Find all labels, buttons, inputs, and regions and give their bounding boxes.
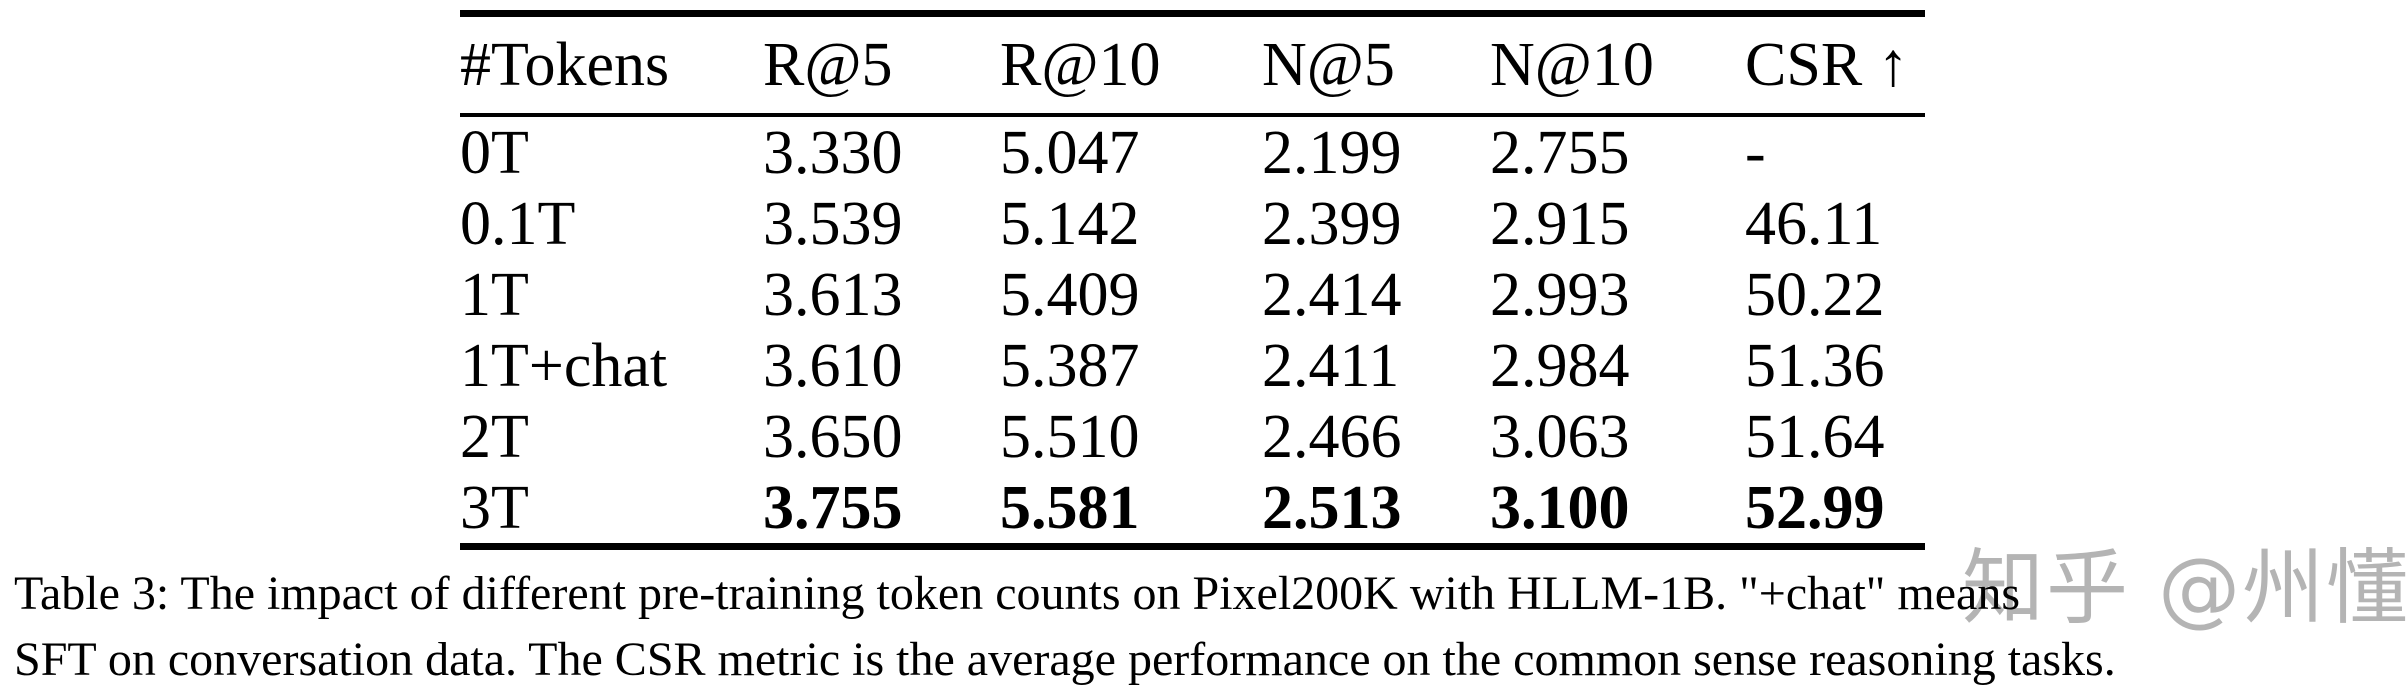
cell-value: 2.199 [1262,118,1402,187]
cell-value: 2.513 [1262,473,1402,542]
row-label: 2T [460,402,529,471]
cell-value: - [1745,118,1766,187]
table-row: 0.1T 3.539 5.142 2.399 2.915 46.11 [460,188,1925,259]
cell-value: 2.984 [1490,331,1630,400]
cell-value: 3.330 [763,118,903,187]
cell-value: 3.100 [1490,473,1630,542]
cell-value: 51.36 [1745,331,1885,400]
row-label: 0.1T [460,189,576,258]
table-body: 0T 3.330 5.047 2.199 2.755 - 0.1T 3.539 5.142 2.3… [460,117,1925,543]
cell-value: 2.915 [1490,189,1630,258]
cell-value: 3.755 [763,473,903,542]
cell-value: 2.993 [1490,260,1630,329]
cell-value: 3.613 [763,260,903,329]
row-label: 1T+chat [460,331,668,400]
results-table: #Tokens R@5 R@10 N@5 N@10 CSR ↑ 0T 3.330 5… [460,10,1925,550]
caption-line-2: SFT on conversation data. The CSR metric… [14,633,2116,686]
cell-value: 2.466 [1262,402,1402,471]
cell-value: 5.047 [1000,118,1140,187]
column-header-n10: N@10 [1490,31,1654,99]
cell-value: 46.11 [1745,189,1883,258]
column-header-csr: CSR ↑ [1745,31,1909,99]
table-row: 1T 3.613 5.409 2.414 2.993 50.22 [460,259,1925,330]
table-caption: Table 3: The impact of different pre-tra… [14,561,2404,693]
table-header-row: #Tokens R@5 R@10 N@5 N@10 CSR ↑ [460,17,1925,113]
cell-value: 5.581 [1000,473,1140,542]
cell-value: 5.387 [1000,331,1140,400]
row-label: 3T [460,473,529,542]
row-label: 1T [460,260,529,329]
caption-line-1: Table 3: The impact of different pre-tra… [14,567,2020,620]
table-row: 3T 3.755 5.581 2.513 3.100 52.99 [460,472,1925,543]
cell-value: 2.399 [1262,189,1402,258]
table-mid-rule [460,113,1925,117]
cell-value: 3.650 [763,402,903,471]
column-header-r5: R@5 [763,31,893,99]
column-header-r10: R@10 [1000,31,1161,99]
cell-value: 2.755 [1490,118,1630,187]
cell-value: 5.142 [1000,189,1140,258]
cell-value: 50.22 [1745,260,1885,329]
cell-value: 52.99 [1745,473,1885,542]
cell-value: 51.64 [1745,402,1885,471]
cell-value: 3.063 [1490,402,1630,471]
cell-value: 2.414 [1262,260,1402,329]
cell-value: 2.411 [1262,331,1400,400]
table-bottom-rule [460,543,1925,550]
table-row: 2T 3.650 5.510 2.466 3.063 51.64 [460,401,1925,472]
cell-value: 3.610 [763,331,903,400]
zhihu-watermark: 知乎 @州懂 [1962,541,2406,636]
cell-value: 3.539 [763,189,903,258]
table-row: 1T+chat 3.610 5.387 2.411 2.984 51.36 [460,330,1925,401]
row-label: 0T [460,118,529,187]
cell-value: 5.510 [1000,402,1140,471]
column-header-tokens: #Tokens [460,31,670,99]
column-header-n5: N@5 [1262,31,1395,99]
table-top-rule [460,10,1925,17]
table-row: 0T 3.330 5.047 2.199 2.755 - [460,117,1925,188]
cell-value: 5.409 [1000,260,1140,329]
